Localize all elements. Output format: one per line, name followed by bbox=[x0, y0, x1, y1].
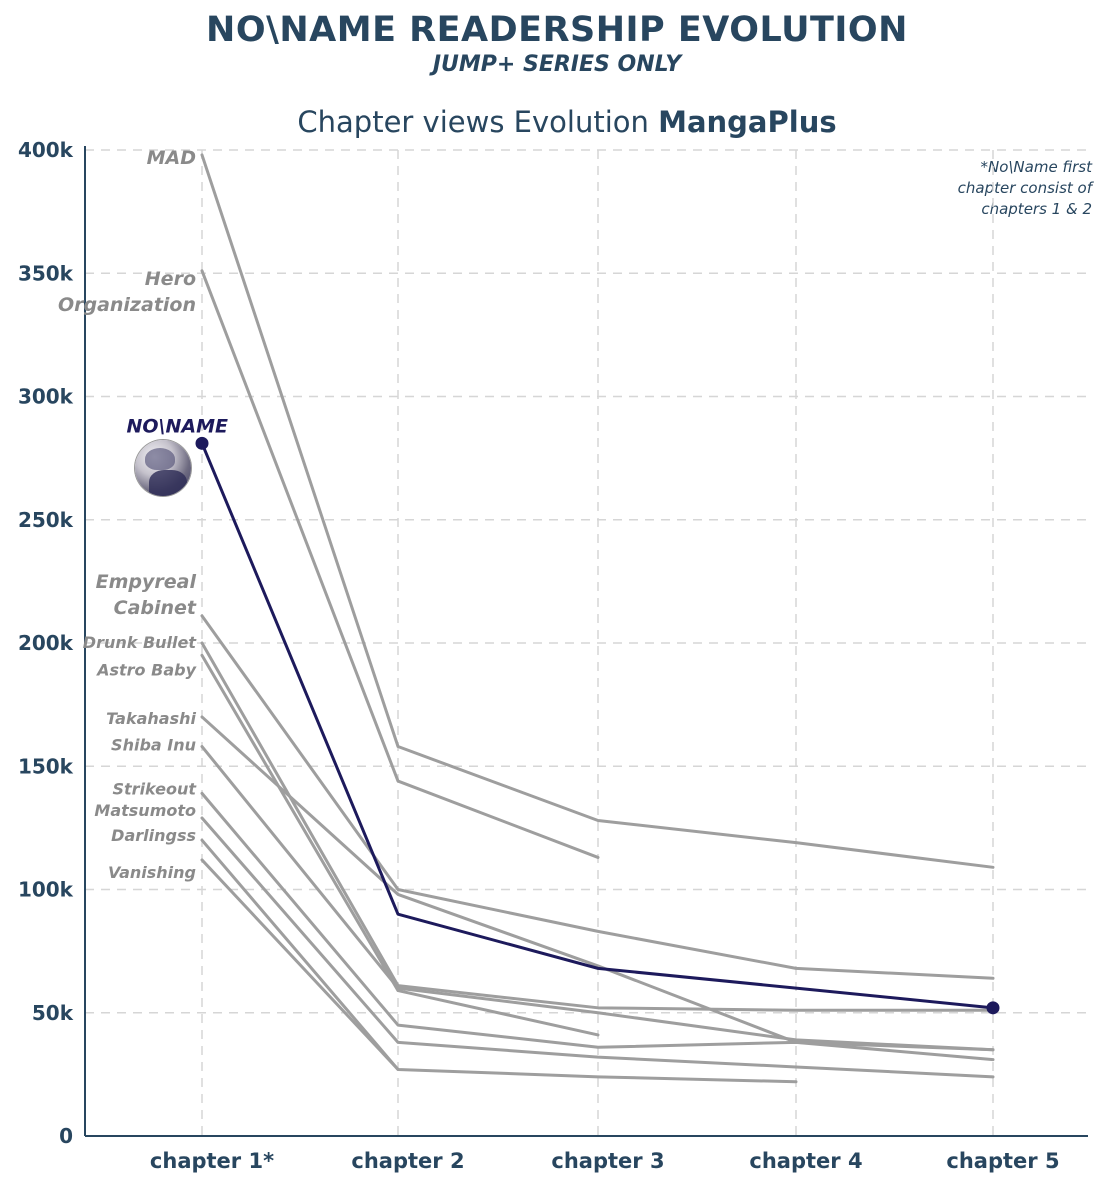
series-line-strikeout bbox=[200, 791, 995, 1062]
series-label: Darlingss bbox=[111, 826, 196, 845]
y-tick-label: 300k bbox=[18, 385, 74, 409]
series-point-noname-start bbox=[195, 436, 209, 450]
sub-title: JUMP+ SERIES ONLY bbox=[432, 52, 682, 77]
chart-title: Chapter views Evolution MangaPlus bbox=[0, 102, 1114, 142]
series-line-mad bbox=[200, 153, 995, 869]
y-tick-label: 100k bbox=[18, 878, 74, 902]
series-line-matsumoto bbox=[200, 816, 995, 1079]
title-block: NO\NAME READERSHIP EVOLUTION JUMP+ SERIE… bbox=[0, 8, 1114, 78]
series-line-no-name bbox=[200, 441, 995, 1010]
avatar-hair-shape bbox=[145, 448, 175, 470]
footnote: *No\Name first chapter consist of chapte… bbox=[957, 158, 1092, 218]
series-line-astro-baby bbox=[200, 653, 600, 1037]
x-tick-label: chapter 5 bbox=[946, 1149, 1059, 1173]
y-tick-label: 0 bbox=[59, 1124, 73, 1148]
chart-title-brand: MangaPlus bbox=[658, 105, 837, 139]
series-line-empyreal-cabinet bbox=[200, 614, 995, 980]
y-tick-label: 400k bbox=[18, 138, 74, 162]
series-line-vanishing bbox=[200, 858, 400, 1071]
series-line-hero-organization bbox=[200, 269, 600, 859]
x-tick-label: chapter 4 bbox=[749, 1149, 862, 1173]
avatar-body-shape bbox=[149, 470, 187, 496]
y-tick-label: 200k bbox=[18, 631, 74, 655]
series-line-takahashi bbox=[200, 715, 995, 1052]
x-tick-label: chapter 3 bbox=[551, 1149, 664, 1173]
x-tick-label: chapter 2 bbox=[351, 1149, 464, 1173]
y-tick-label: 50k bbox=[32, 1001, 74, 1025]
series-label: Empyreal bbox=[96, 571, 197, 593]
series-label: Shiba Inu bbox=[111, 736, 196, 755]
y-tick-label: 150k bbox=[18, 754, 74, 778]
series-line-shiba-inu bbox=[200, 745, 995, 1052]
series-label: NO\NAME bbox=[127, 415, 229, 437]
y-tick-label: 350k bbox=[18, 261, 74, 285]
series-label: MAD bbox=[147, 147, 196, 169]
chart-title-prefix: Chapter views Evolution bbox=[297, 105, 659, 139]
series-label: Matsumoto bbox=[94, 801, 196, 820]
series-label: Cabinet bbox=[114, 597, 197, 619]
series-label: Strikeout bbox=[113, 779, 198, 798]
series-label: Takahashi bbox=[106, 709, 196, 728]
main-title: NO\NAME READERSHIP EVOLUTION bbox=[206, 10, 908, 50]
series-point-noname-end bbox=[986, 1001, 1000, 1015]
series-line-drunk-bullet bbox=[200, 641, 995, 1012]
series-line-darlingss bbox=[200, 838, 798, 1084]
series-label: Organization bbox=[58, 294, 196, 316]
noname-avatar-image bbox=[135, 440, 191, 496]
series-label: Hero bbox=[145, 268, 196, 290]
series-label: Astro Baby bbox=[95, 660, 196, 679]
y-tick-label: 250k bbox=[18, 508, 74, 532]
x-tick-label: chapter 1* bbox=[150, 1149, 274, 1173]
series-label: Drunk Bullet bbox=[83, 633, 198, 652]
series-label: Vanishing bbox=[108, 863, 196, 882]
